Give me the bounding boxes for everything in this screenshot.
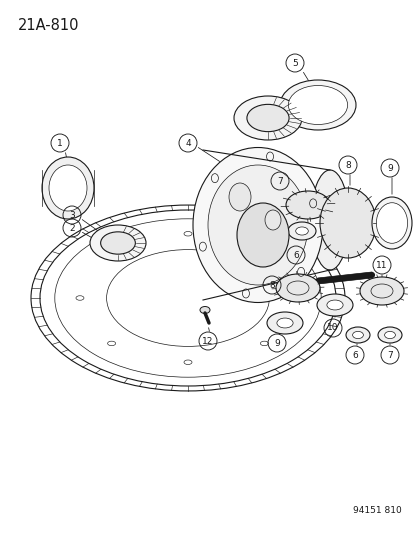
Text: 7: 7: [386, 351, 392, 359]
Ellipse shape: [371, 197, 411, 249]
Text: 7: 7: [276, 176, 282, 185]
Ellipse shape: [359, 277, 403, 305]
Ellipse shape: [246, 104, 288, 132]
Ellipse shape: [266, 312, 302, 334]
Text: 11: 11: [375, 261, 387, 270]
Ellipse shape: [375, 203, 407, 243]
Text: 6: 6: [292, 251, 298, 260]
Ellipse shape: [384, 332, 394, 338]
Ellipse shape: [310, 170, 348, 270]
Text: 10: 10: [326, 324, 338, 333]
Ellipse shape: [100, 232, 135, 254]
Text: 6: 6: [351, 351, 357, 359]
Text: 8: 8: [344, 160, 350, 169]
Ellipse shape: [352, 332, 363, 338]
Ellipse shape: [90, 225, 146, 261]
Text: 3: 3: [69, 211, 75, 220]
Ellipse shape: [275, 274, 319, 302]
Text: 21A-810: 21A-810: [18, 18, 79, 33]
Text: 8: 8: [268, 280, 274, 289]
Ellipse shape: [285, 191, 329, 219]
Ellipse shape: [295, 227, 308, 235]
Ellipse shape: [326, 300, 342, 310]
Ellipse shape: [192, 148, 322, 303]
Ellipse shape: [287, 222, 315, 240]
Text: 94151 810: 94151 810: [352, 506, 401, 515]
Text: 9: 9: [273, 338, 279, 348]
Ellipse shape: [345, 327, 369, 343]
Ellipse shape: [377, 327, 401, 343]
Ellipse shape: [49, 165, 87, 211]
Ellipse shape: [207, 165, 307, 285]
Ellipse shape: [276, 318, 292, 328]
Ellipse shape: [42, 157, 94, 219]
Text: 5: 5: [292, 59, 297, 68]
Ellipse shape: [236, 203, 288, 267]
Ellipse shape: [279, 80, 355, 130]
Ellipse shape: [316, 294, 352, 316]
Text: 4: 4: [185, 139, 190, 148]
Ellipse shape: [233, 96, 301, 140]
Text: 1: 1: [57, 139, 63, 148]
Ellipse shape: [264, 210, 280, 230]
Ellipse shape: [228, 183, 250, 211]
Text: 9: 9: [386, 164, 392, 173]
Ellipse shape: [199, 306, 209, 313]
Ellipse shape: [288, 85, 347, 125]
Text: 12: 12: [202, 336, 213, 345]
Ellipse shape: [319, 188, 375, 258]
Text: 2: 2: [69, 223, 75, 232]
